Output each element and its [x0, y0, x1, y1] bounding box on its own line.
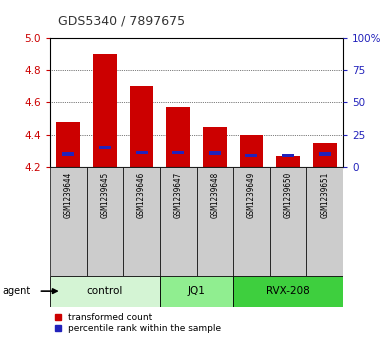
Bar	[166, 107, 190, 167]
Bar	[50, 167, 87, 276]
Bar	[57, 122, 80, 167]
Bar	[276, 155, 300, 167]
Text: GSM1239648: GSM1239648	[210, 172, 219, 219]
Bar	[160, 167, 196, 276]
Text: agent: agent	[2, 286, 30, 296]
Bar	[62, 152, 74, 156]
Bar	[246, 154, 258, 157]
Text: GSM1239644: GSM1239644	[64, 172, 73, 219]
Text: GSM1239647: GSM1239647	[174, 172, 183, 219]
Bar	[99, 146, 111, 149]
Text: GSM1239645: GSM1239645	[100, 172, 109, 219]
Bar	[313, 143, 336, 167]
Text: GSM1239649: GSM1239649	[247, 172, 256, 219]
Bar	[87, 167, 123, 276]
Text: JQ1: JQ1	[187, 286, 206, 296]
Bar	[172, 151, 184, 154]
Legend: transformed count, percentile rank within the sample: transformed count, percentile rank withi…	[55, 313, 221, 333]
Bar	[196, 167, 233, 276]
Text: GSM1239646: GSM1239646	[137, 172, 146, 219]
Bar	[130, 86, 154, 167]
Text: control: control	[87, 286, 123, 296]
Bar	[306, 167, 343, 276]
Bar	[233, 276, 343, 306]
Bar	[233, 167, 270, 276]
Bar	[136, 151, 147, 154]
Text: RVX-208: RVX-208	[266, 286, 310, 296]
Bar	[319, 152, 331, 156]
Bar	[160, 276, 233, 306]
Text: GDS5340 / 7897675: GDS5340 / 7897675	[58, 14, 185, 27]
Text: GSM1239650: GSM1239650	[284, 172, 293, 219]
Text: GSM1239651: GSM1239651	[320, 172, 329, 219]
Bar	[203, 127, 227, 167]
Bar	[270, 167, 306, 276]
Bar	[50, 276, 160, 306]
Bar	[209, 151, 221, 155]
Bar	[239, 135, 263, 167]
Bar	[123, 167, 160, 276]
Bar	[93, 54, 117, 167]
Bar	[282, 154, 294, 157]
